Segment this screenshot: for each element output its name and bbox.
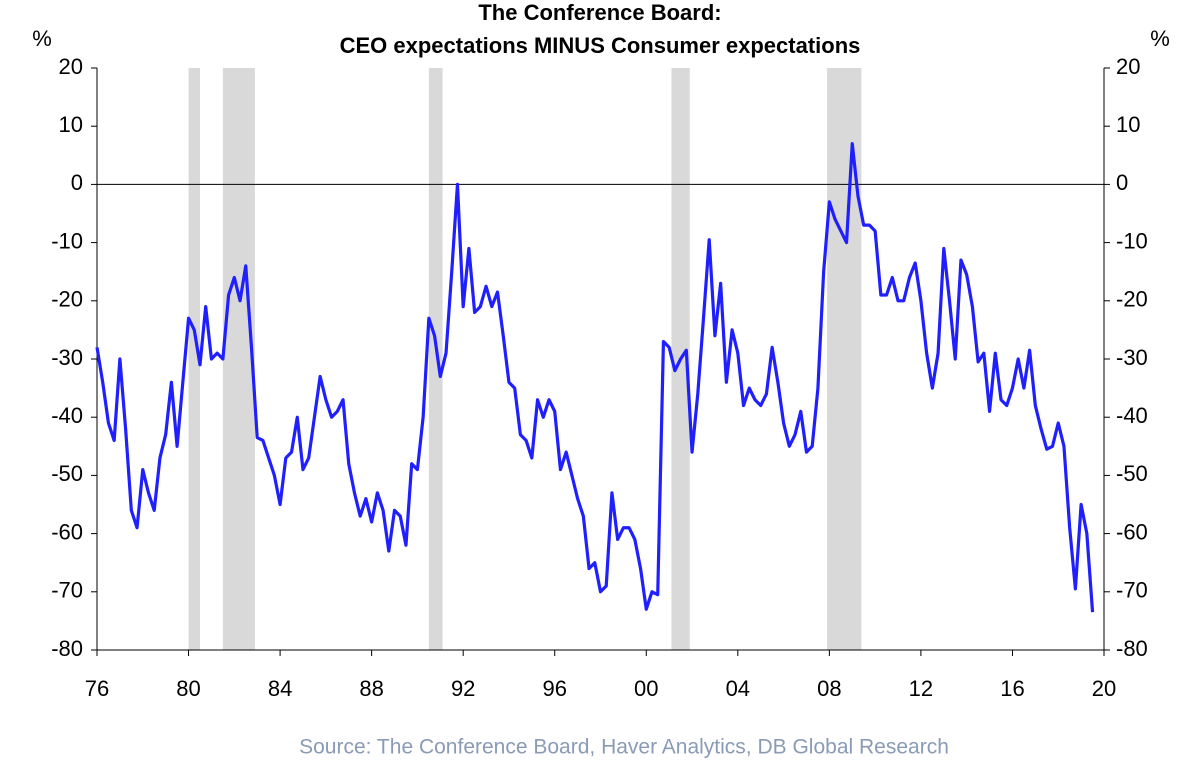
x-tick-label: 76 bbox=[85, 676, 109, 701]
x-tick-label: 20 bbox=[1092, 676, 1116, 701]
x-tick-label: 08 bbox=[817, 676, 841, 701]
y2-tick-label: -60 bbox=[1116, 519, 1148, 544]
x-tick-label: 04 bbox=[726, 676, 750, 701]
y2-tick-label: -80 bbox=[1116, 636, 1148, 661]
x-tick-label: 16 bbox=[1000, 676, 1024, 701]
y-tick-label: -40 bbox=[51, 403, 83, 428]
recession-band bbox=[188, 68, 200, 650]
chart-subtitle: CEO expectations MINUS Consumer expectat… bbox=[340, 33, 861, 58]
source-note: Source: The Conference Board, Haver Anal… bbox=[299, 736, 949, 759]
y2-axis-label: % bbox=[1150, 26, 1170, 51]
x-tick-label: 96 bbox=[542, 676, 566, 701]
y-tick-label: -60 bbox=[51, 519, 83, 544]
data-line bbox=[95, 142, 1095, 613]
x-tick-label: 88 bbox=[359, 676, 383, 701]
y-tick-label: 20 bbox=[59, 54, 83, 79]
y-tick-label: 10 bbox=[59, 112, 83, 137]
recession-band bbox=[222, 68, 255, 650]
y-tick-label: -50 bbox=[51, 461, 83, 486]
y-tick-label: -20 bbox=[51, 287, 83, 312]
x-tick-label: 00 bbox=[634, 676, 658, 701]
y2-tick-label: -50 bbox=[1116, 461, 1148, 486]
recession-band bbox=[827, 68, 862, 650]
y2-tick-label: 10 bbox=[1116, 112, 1140, 137]
y2-tick-label: 0 bbox=[1116, 170, 1128, 195]
y2-tick-label: -70 bbox=[1116, 578, 1148, 603]
chart-title: The Conference Board: bbox=[478, 0, 721, 25]
y2-tick-label: 20 bbox=[1116, 54, 1140, 79]
y-tick-label: -80 bbox=[51, 636, 83, 661]
x-tick-label: 80 bbox=[176, 676, 200, 701]
recession-band bbox=[428, 68, 443, 650]
y-tick-label: -30 bbox=[51, 345, 83, 370]
y2-tick-label: -40 bbox=[1116, 403, 1148, 428]
y-tick-label: 0 bbox=[71, 170, 83, 195]
y-tick-label: -10 bbox=[51, 228, 83, 253]
x-tick-label: 12 bbox=[909, 676, 933, 701]
y-tick-label: -70 bbox=[51, 578, 83, 603]
y2-tick-label: -30 bbox=[1116, 345, 1148, 370]
x-tick-label: 84 bbox=[268, 676, 292, 701]
y-axis-label: % bbox=[32, 26, 52, 51]
x-tick-label: 92 bbox=[451, 676, 475, 701]
y2-tick-label: -20 bbox=[1116, 287, 1148, 312]
y2-tick-label: -10 bbox=[1116, 228, 1148, 253]
